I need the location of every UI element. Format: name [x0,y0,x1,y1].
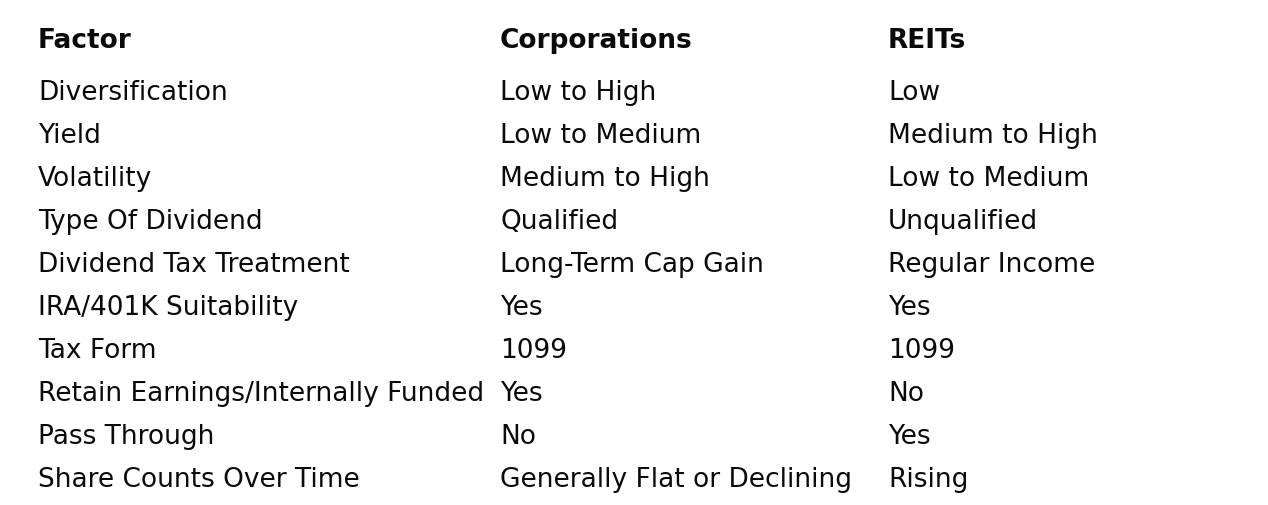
Text: 1099: 1099 [500,337,567,363]
Text: Rising: Rising [888,466,969,492]
Text: Yes: Yes [500,380,543,406]
Text: Medium to High: Medium to High [500,166,710,191]
Text: No: No [500,423,536,449]
Text: Low to High: Low to High [500,80,657,106]
Text: Volatility: Volatility [38,166,152,191]
Text: Medium to High: Medium to High [888,123,1098,148]
Text: Generally Flat or Declining: Generally Flat or Declining [500,466,852,492]
Text: Long-Term Cap Gain: Long-Term Cap Gain [500,251,763,277]
Text: Type Of Dividend: Type Of Dividend [38,209,262,234]
Text: Factor: Factor [38,28,132,54]
Text: IRA/401K Suitability: IRA/401K Suitability [38,294,298,320]
Text: Yes: Yes [888,423,931,449]
Text: Low: Low [888,80,940,106]
Text: Unqualified: Unqualified [888,209,1038,234]
Text: Retain Earnings/Internally Funded: Retain Earnings/Internally Funded [38,380,484,406]
Text: Diversification: Diversification [38,80,228,106]
Text: Yes: Yes [888,294,931,320]
Text: REITs: REITs [888,28,966,54]
Text: Yield: Yield [38,123,101,148]
Text: Corporations: Corporations [500,28,692,54]
Text: Dividend Tax Treatment: Dividend Tax Treatment [38,251,350,277]
Text: 1099: 1099 [888,337,955,363]
Text: Low to Medium: Low to Medium [500,123,701,148]
Text: Pass Through: Pass Through [38,423,214,449]
Text: No: No [888,380,924,406]
Text: Share Counts Over Time: Share Counts Over Time [38,466,360,492]
Text: Low to Medium: Low to Medium [888,166,1089,191]
Text: Yes: Yes [500,294,543,320]
Text: Tax Form: Tax Form [38,337,156,363]
Text: Qualified: Qualified [500,209,618,234]
Text: Regular Income: Regular Income [888,251,1096,277]
